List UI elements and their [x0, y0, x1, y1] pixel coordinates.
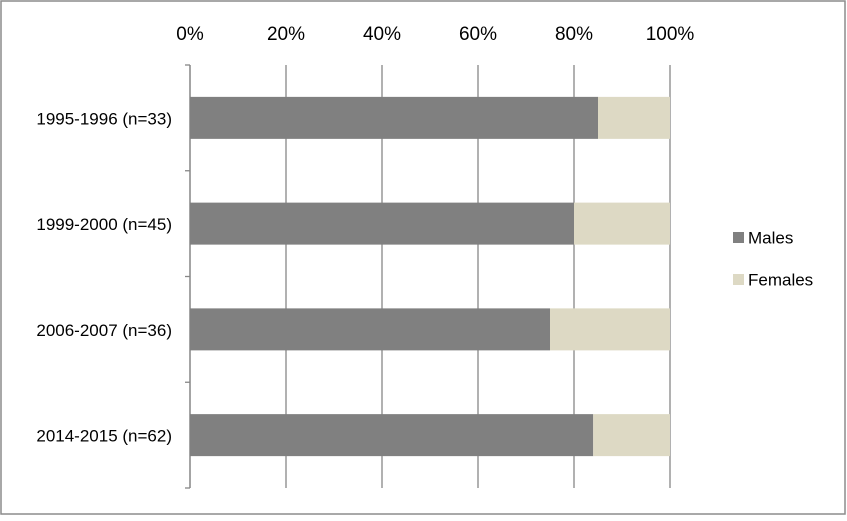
y-tick-label: 1995-1996 (n=33): [36, 109, 172, 128]
y-tick-label: 2014-2015 (n=62): [36, 427, 172, 446]
bar-segment: [190, 308, 550, 351]
x-tick-label: 80%: [555, 24, 593, 45]
bar-segment: [593, 414, 670, 457]
bar-segment: [550, 308, 670, 351]
x-tick-label: 60%: [459, 24, 497, 45]
y-tick-label: 1999-2000 (n=45): [36, 215, 172, 234]
bar-segment: [190, 202, 574, 245]
legend-swatch: [733, 232, 744, 243]
legend-label: Females: [748, 270, 813, 289]
bar-segment: [598, 96, 670, 139]
legend-label: Males: [748, 228, 793, 247]
y-tick-label: 2006-2007 (n=36): [36, 321, 172, 340]
x-tick-label: 100%: [646, 24, 695, 45]
bar-segment: [574, 202, 670, 245]
x-tick-label: 20%: [267, 24, 305, 45]
x-tick-label: 40%: [363, 24, 401, 45]
legend-swatch: [733, 274, 744, 285]
bar-segment: [190, 414, 594, 457]
x-tick-label: 0%: [176, 24, 204, 45]
bar-segment: [190, 96, 598, 139]
